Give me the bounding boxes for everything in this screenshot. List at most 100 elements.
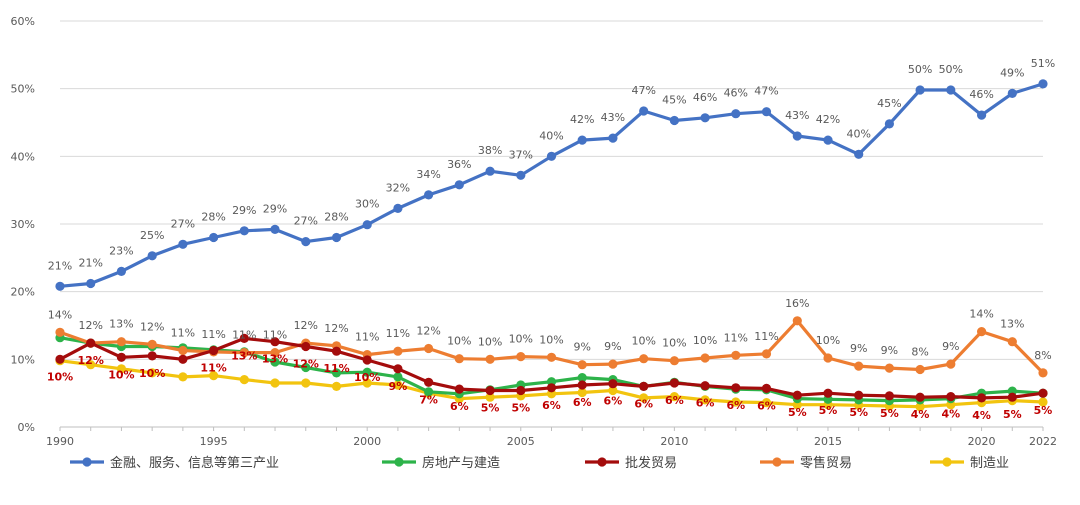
data-label: 12%: [324, 322, 348, 335]
data-label: 8%: [1034, 349, 1051, 362]
data-label: 6%: [573, 396, 592, 409]
data-point: [270, 337, 280, 347]
data-point: [86, 338, 96, 348]
data-label: 4%: [941, 408, 960, 421]
data-label: 46%: [969, 88, 993, 101]
data-label: 10%: [47, 370, 73, 383]
data-point: [147, 368, 157, 378]
data-point: [669, 378, 680, 388]
data-point: [147, 339, 157, 349]
data-point: [731, 109, 741, 119]
data-label: 46%: [693, 91, 717, 104]
data-point: [1038, 368, 1048, 378]
y-tick-label: 0%: [18, 421, 35, 434]
data-label: 13%: [109, 318, 133, 331]
data-point: [270, 378, 280, 388]
x-tick-label: 1995: [200, 435, 228, 448]
data-label: 13%: [1000, 318, 1024, 331]
data-label: 9%: [389, 380, 408, 393]
data-point: [209, 371, 219, 381]
legend-item-2: 批发贸易: [585, 455, 677, 471]
data-point: [178, 345, 188, 356]
data-label: 30%: [355, 198, 379, 211]
y-tick-label: 30%: [11, 218, 35, 231]
data-point: [116, 337, 126, 347]
data-point: [761, 398, 772, 408]
data-point: [639, 393, 649, 403]
data-point: [577, 135, 587, 145]
data-label: 6%: [604, 395, 623, 408]
axes: 0% 10% 20% 30% 40% 50% 60% 1990 1995 2000 2005 2010…: [11, 15, 1057, 448]
data-point: [608, 133, 618, 143]
data-point: [669, 392, 680, 402]
x-tick-label: 1990: [46, 435, 74, 448]
data-point: [516, 352, 526, 362]
data-label: 6%: [634, 397, 653, 410]
data-point: [301, 378, 311, 388]
data-point: [608, 379, 618, 389]
data-label: 38%: [478, 144, 502, 157]
data-labels: 21% 21% 23% 25% 27% 28% 29% 29% 27% 28% 30% 32% 34% 3…: [47, 57, 1055, 422]
data-label: 11%: [323, 362, 349, 375]
data-label: 28%: [324, 211, 348, 224]
data-label: 29%: [263, 202, 287, 215]
data-point: [178, 372, 188, 382]
data-point: [761, 383, 772, 393]
legend-item-1: 房地产与建造: [382, 455, 500, 471]
data-label: 5%: [1034, 404, 1053, 417]
data-point: [823, 388, 833, 398]
data-point: [454, 180, 464, 190]
data-point: [55, 354, 65, 364]
data-label: 49%: [1000, 66, 1024, 79]
data-point: [1007, 392, 1017, 402]
data-label: 12%: [294, 319, 318, 332]
data-point: [946, 359, 956, 369]
data-point: [485, 354, 495, 364]
data-point: [301, 237, 311, 247]
data-label: 12%: [293, 358, 319, 371]
data-label: 10%: [816, 334, 840, 347]
legend: 金融、服务、信息等第三产业 房地产与建造 批发贸易 零售贸易 制造业: [70, 455, 1009, 471]
data-label: 5%: [788, 406, 807, 419]
data-label: 21%: [78, 257, 102, 270]
legend-label: 房地产与建造: [422, 455, 500, 471]
series-3: [55, 316, 1048, 378]
data-point: [792, 131, 802, 141]
data-point: [362, 220, 372, 230]
data-label: 28%: [201, 211, 225, 224]
data-label: 40%: [846, 127, 870, 140]
data-label: 10%: [662, 337, 686, 350]
data-point: [1007, 88, 1017, 98]
data-point: [731, 350, 741, 360]
data-point: [884, 391, 895, 401]
data-label: 11%: [355, 331, 379, 344]
data-point: [516, 170, 526, 180]
x-tick-label: 2000: [353, 435, 381, 448]
y-tick-label: 10%: [11, 353, 35, 366]
data-point: [270, 357, 280, 367]
data-point: [977, 327, 987, 337]
data-label: 9%: [942, 340, 959, 353]
data-point: [209, 232, 219, 243]
data-point: [546, 352, 557, 362]
data-point: [424, 377, 434, 387]
data-label: 14%: [969, 308, 993, 321]
data-point: [362, 378, 372, 388]
data-point: [1038, 388, 1048, 398]
data-point: [977, 393, 987, 403]
data-label: 42%: [816, 113, 840, 126]
x-tick-label: 2015: [814, 435, 842, 448]
data-label: 11%: [263, 329, 287, 342]
data-point: [546, 151, 557, 161]
legend-swatch-marker: [597, 457, 607, 467]
data-label: 5%: [1003, 408, 1022, 421]
data-label: 11%: [724, 331, 748, 344]
data-label: 9%: [604, 340, 621, 353]
data-label: 11%: [754, 330, 778, 343]
data-label: 12%: [140, 320, 164, 333]
data-label: 43%: [785, 109, 809, 122]
data-point: [178, 354, 188, 364]
data-label: 50%: [908, 63, 932, 76]
